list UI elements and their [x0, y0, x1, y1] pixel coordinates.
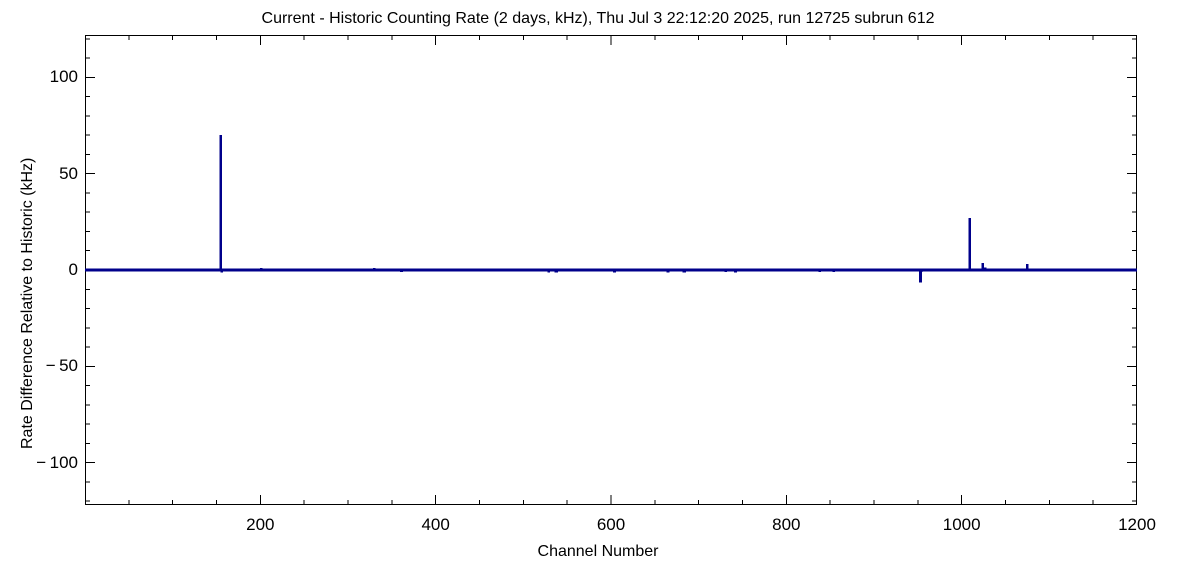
data-bar [397, 270, 401, 271]
data-bar [1111, 270, 1114, 271]
data-bar [547, 270, 551, 273]
y-axis-title: Rate Difference Relative to Historic (kH… [19, 157, 36, 449]
data-bar [824, 269, 828, 271]
x-tick-label: 400 [421, 515, 450, 534]
data-bar [680, 268, 684, 270]
data-bar [666, 270, 670, 273]
data-bar [1091, 269, 1095, 271]
data-bar [259, 268, 263, 270]
data-bar [401, 270, 405, 271]
data-bar [734, 270, 737, 273]
y-tick-label: 0 [68, 260, 78, 279]
data-bar [919, 270, 922, 283]
y-tick-label: 50 [59, 163, 78, 183]
data-bar [613, 270, 616, 273]
data-bar [264, 268, 267, 270]
y-tick-label: 100 [49, 67, 78, 87]
data-bar [920, 270, 923, 272]
data-bar [732, 268, 736, 270]
data-bar [969, 270, 972, 271]
data-bar [832, 270, 835, 273]
data-bar [581, 270, 585, 271]
data-bar [1100, 270, 1104, 272]
x-tick-label: 200 [246, 515, 275, 534]
data-bar [724, 270, 728, 273]
x-tick-label: 1200 [1118, 515, 1156, 534]
x-axis-title: Channel Number [537, 543, 659, 560]
x-tick-label: 800 [772, 515, 801, 534]
data-bar [981, 263, 985, 270]
data-bar [555, 270, 558, 273]
y-tick-label: − 50 [45, 356, 78, 376]
data-bar [697, 270, 700, 271]
data-bar [988, 270, 992, 271]
data-bar [1024, 269, 1027, 271]
data-bar [984, 267, 987, 270]
x-tick-label: 1000 [942, 515, 981, 534]
data-bar [662, 268, 665, 270]
data-bar [683, 270, 686, 273]
data-bar [219, 135, 223, 270]
data-bar [1028, 270, 1032, 271]
data-bar [373, 270, 377, 271]
data-bar [522, 268, 525, 270]
data-bar [1026, 263, 1029, 270]
data-bar [553, 269, 557, 271]
data-bar [968, 217, 971, 270]
data-bar [266, 270, 270, 271]
page-title: Current - Historic Counting Rate (2 days… [261, 10, 935, 27]
data-bar [818, 270, 821, 272]
data-series-bars [85, 135, 1137, 283]
data-bar [87, 270, 90, 271]
y-tick-label: − 100 [36, 452, 78, 472]
chart-plot-area [85, 35, 1137, 505]
data-bar [609, 268, 613, 270]
data-bar [400, 270, 403, 273]
data-bar [373, 268, 376, 270]
x-tick-label: 600 [596, 515, 626, 534]
data-bar [220, 270, 224, 273]
